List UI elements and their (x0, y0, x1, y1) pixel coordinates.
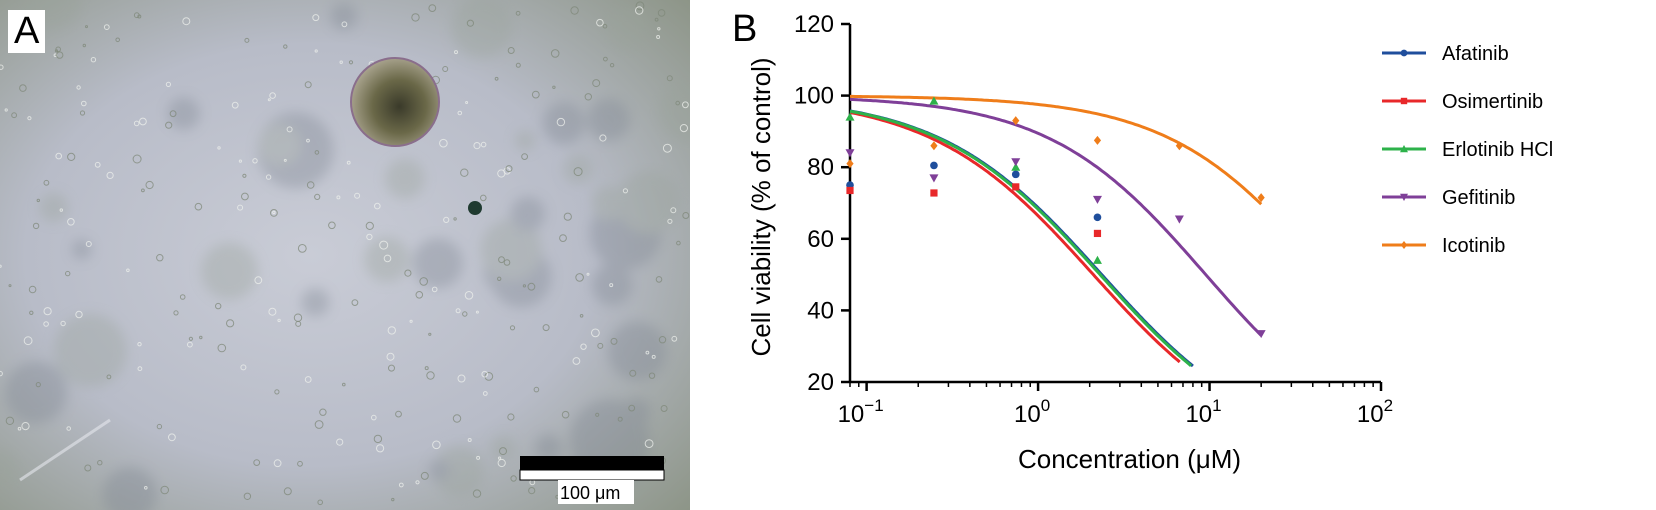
data-point-icotinib (1257, 193, 1265, 203)
data-point-osimertinib (1012, 183, 1020, 191)
chart-legend: Afatinib Osimertinib Erlotinib HCl Gefitini… (1382, 43, 1553, 257)
chart-points (845, 96, 1266, 339)
data-point-gefitinib (1092, 195, 1102, 204)
x-tick-label: 102 (1357, 396, 1393, 428)
dose-response-panel: 20 40 60 80 100 120 10−1 100 101 102 Afatinib Osim… (690, 0, 1656, 510)
micrograph-image (0, 0, 690, 510)
x-tick-label: 101 (1185, 396, 1221, 428)
data-point-osimertinib (846, 186, 854, 195)
data-point-erlotinib-hcl (845, 112, 855, 121)
data-point-afatinib (1093, 213, 1102, 222)
fit-curve-osimertinib (849, 111, 1181, 364)
y-tick-label: 60 (807, 226, 834, 253)
dose-response-chart: 20 40 60 80 100 120 10−1 100 101 102 Afatinib Osim… (746, 11, 1553, 474)
y-axis-title: Cell viability (% of control) (746, 57, 776, 356)
y-tick-label: 20 (807, 369, 834, 396)
legend-marker (1400, 241, 1408, 249)
data-point-osimertinib (930, 189, 938, 197)
data-point-osimertinib (1093, 229, 1102, 238)
x-axis-title: Concentration (μM) (1018, 444, 1241, 474)
data-point-gefitinib (929, 174, 939, 183)
data-point-icotinib (846, 159, 854, 169)
data-point-gefitinib (1174, 215, 1184, 224)
data-point-gefitinib (845, 149, 855, 158)
data-point-icotinib (930, 141, 938, 151)
chart-ticks: 20 40 60 80 100 120 10−1 100 101 102 (794, 11, 1393, 428)
legend-label-erlotinib-hcl: Erlotinib HCl (1442, 139, 1553, 161)
fit-curve-gefitinib (849, 97, 1263, 337)
data-point-erlotinib-hcl (929, 96, 939, 105)
data-point-gefitinib (1256, 330, 1266, 339)
dark-cell (468, 201, 482, 215)
data-point-erlotinib-hcl (1092, 255, 1102, 264)
fit-curve-erlotinib-hcl (849, 109, 1192, 367)
legend-marker (1400, 97, 1408, 105)
scale-bar (520, 456, 664, 470)
micrograph-panel: 100 μm A (0, 0, 690, 510)
legend-marker (1400, 145, 1408, 153)
y-tick-label: 40 (807, 297, 834, 324)
x-tick-label: 100 (1014, 396, 1050, 428)
y-tick-label: 100 (794, 83, 834, 110)
legend-label-afatinib: Afatinib (1442, 43, 1509, 65)
legend-marker (1400, 193, 1408, 201)
fit-curve-icotinib (850, 94, 1263, 206)
legend-marker (1400, 49, 1408, 57)
data-point-afatinib (1011, 170, 1020, 179)
panel-label-a: A (8, 10, 46, 53)
data-point-icotinib (1175, 141, 1183, 151)
y-tick-label: 120 (794, 11, 834, 38)
spheroid (350, 57, 440, 147)
data-point-icotinib (1012, 116, 1020, 126)
data-point-erlotinib-hcl (1011, 162, 1021, 171)
data-point-afatinib (930, 161, 938, 170)
chart-axes (848, 24, 1381, 384)
data-point-gefitinib (1011, 158, 1021, 167)
data-point-icotinib (1093, 135, 1102, 145)
panel-label-b: B (732, 8, 758, 50)
scale-bar-label: 100 μm (560, 483, 621, 503)
legend-label-osimertinib: Osimertinib (1442, 91, 1543, 113)
legend-label-icotinib: Icotinib (1442, 235, 1505, 257)
x-tick-label: 10−1 (838, 396, 884, 428)
legend-label-gefitinib: Gefitinib (1442, 187, 1515, 209)
y-tick-label: 80 (807, 154, 834, 181)
chart-curves (849, 94, 1263, 368)
